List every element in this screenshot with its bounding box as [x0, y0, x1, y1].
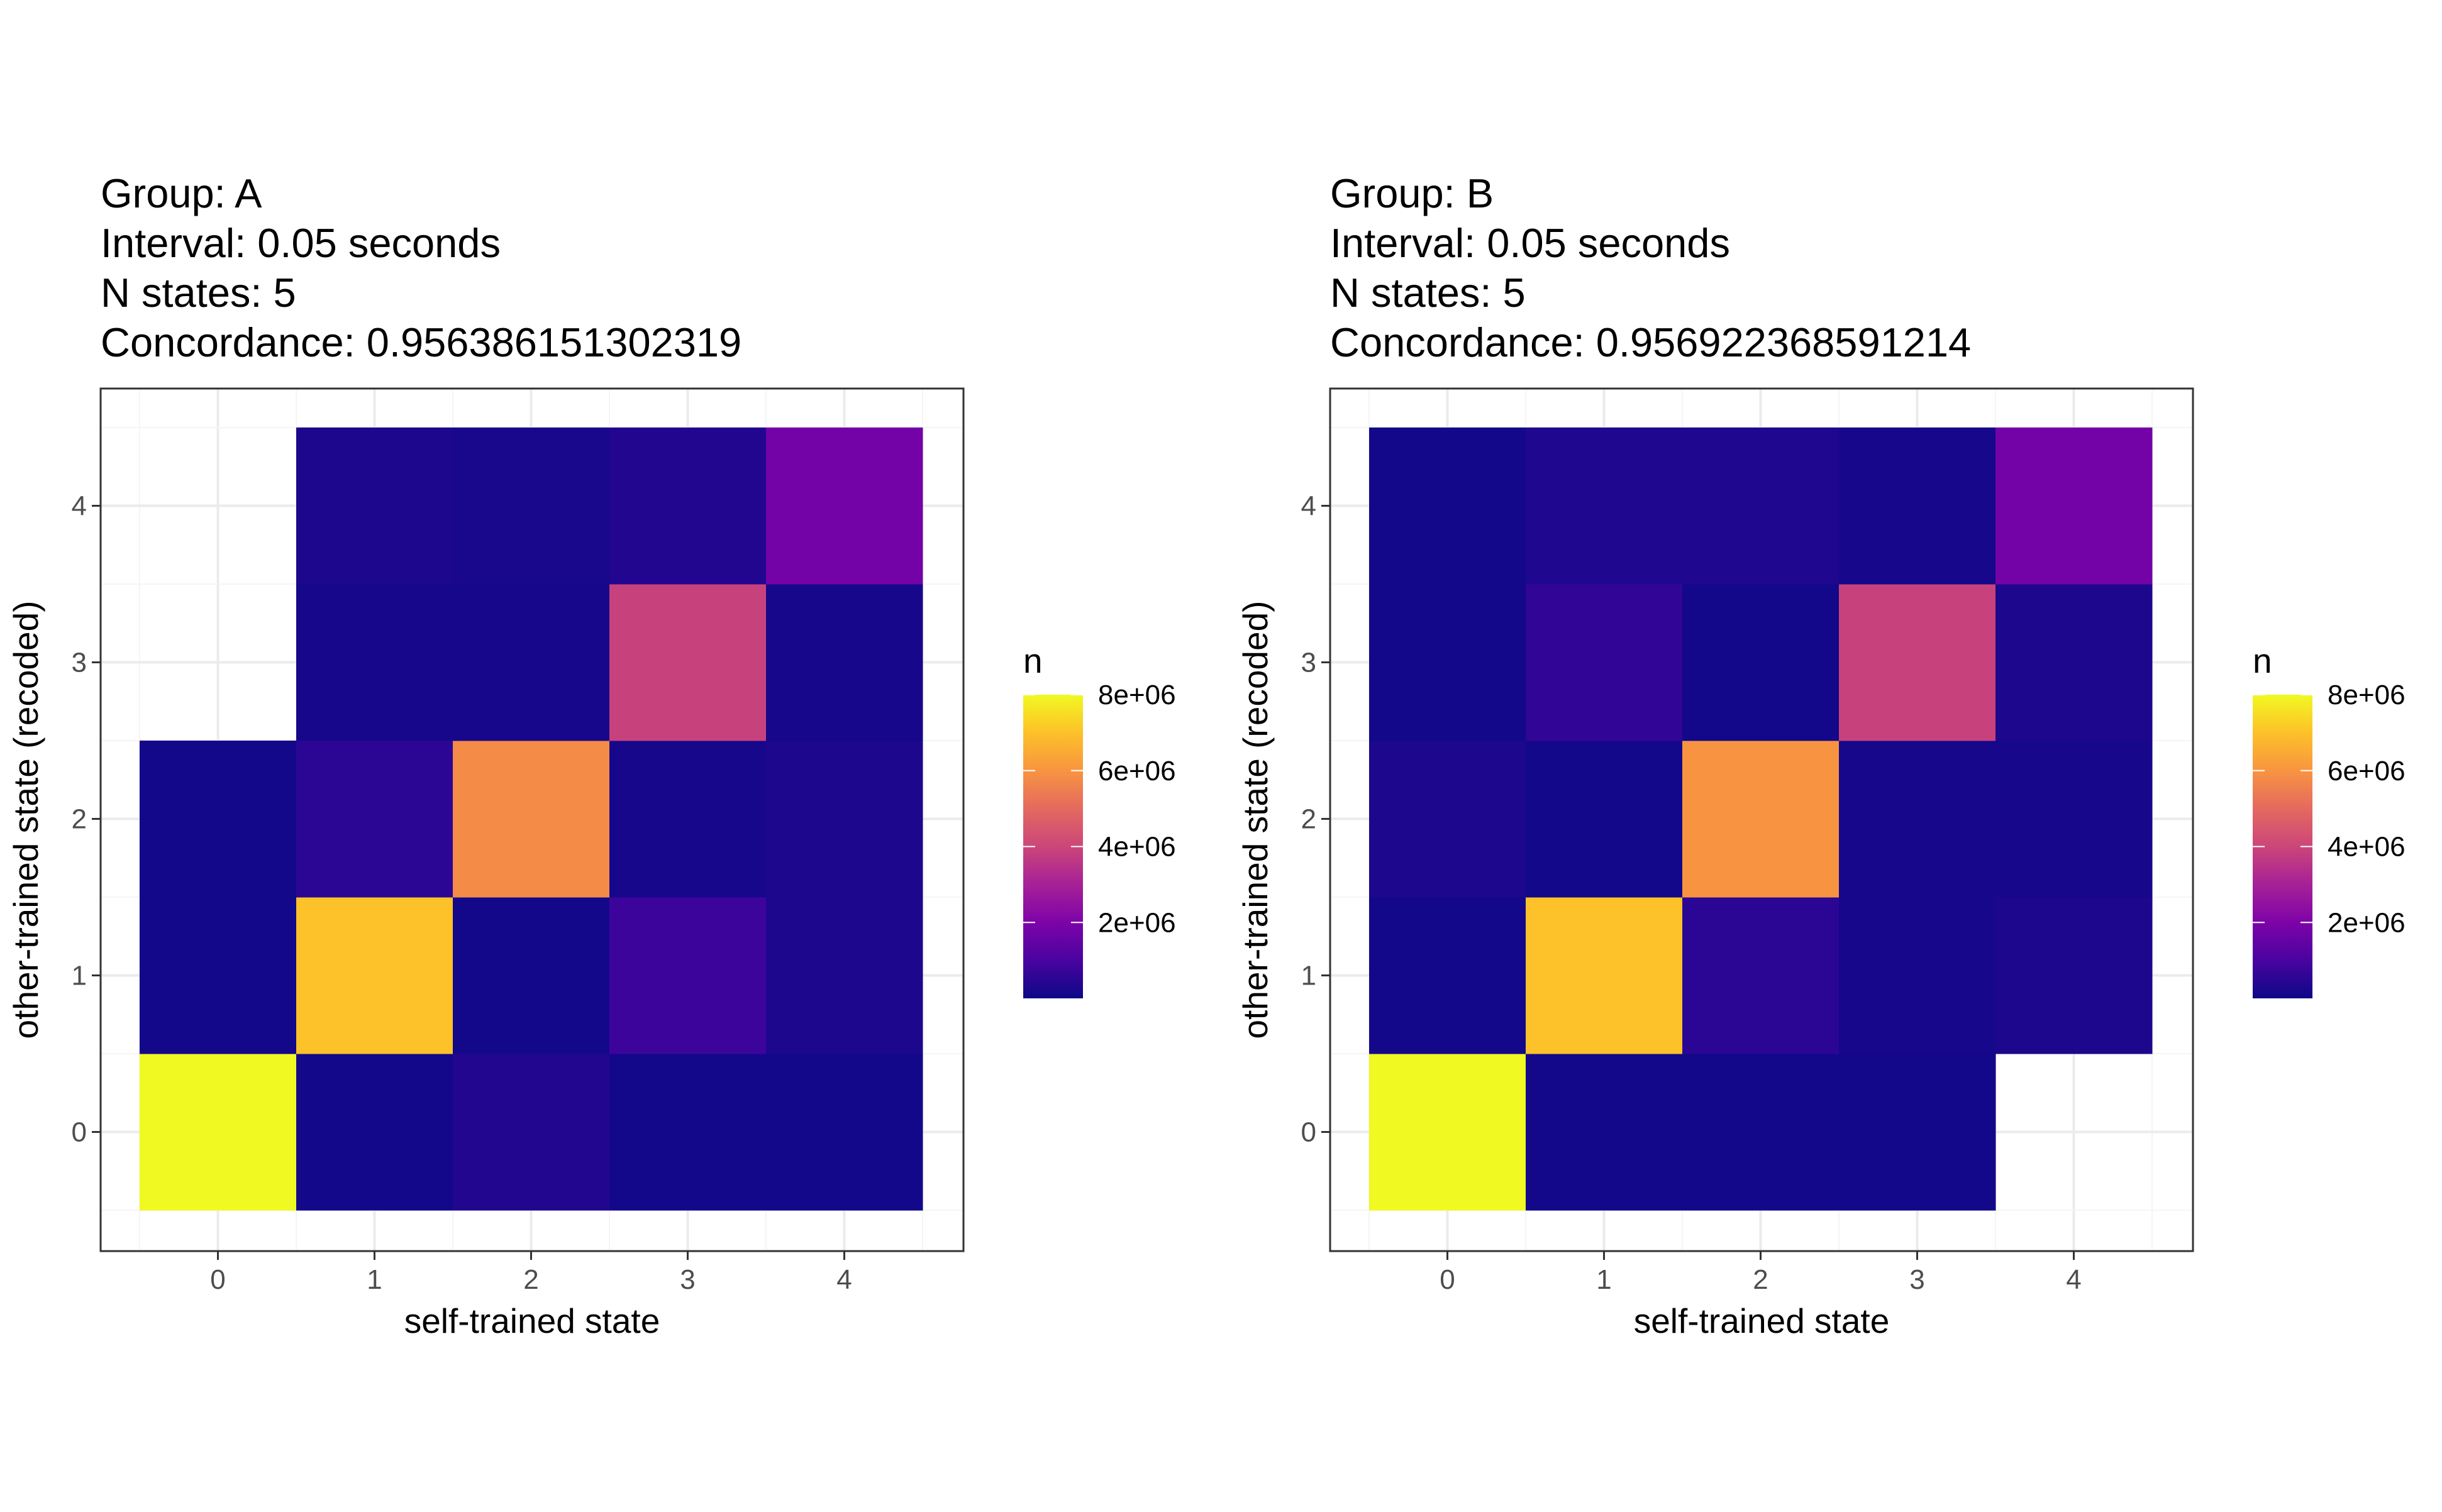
heatmap-cell [140, 1054, 297, 1211]
legend-label: 8e+06 [1098, 680, 1176, 710]
heatmap-cell [453, 428, 610, 585]
heatmap-cell [1682, 741, 1840, 898]
heatmap-cell [1369, 584, 1526, 741]
y-tick-label: 0 [1301, 1117, 1316, 1148]
heatmap-cell [1682, 1054, 1840, 1211]
x-tick-label: 0 [210, 1264, 225, 1295]
x-axis-title: self-trained state [404, 1301, 660, 1340]
x-tick-label: 3 [680, 1264, 695, 1295]
heatmap-cell [1995, 897, 2153, 1054]
y-tick-label: 4 [72, 491, 87, 522]
x-tick-label: 0 [1440, 1264, 1455, 1295]
heatmap-cell [1839, 428, 1996, 585]
chart-title-line: Group: B [1330, 170, 1494, 216]
chart-title-line: Interval: 0.05 seconds [101, 220, 501, 266]
chart-title-line: Concordance: 0.956386151302319 [101, 319, 741, 365]
heatmap-cell [1369, 741, 1526, 898]
heatmap-cell [1682, 897, 1840, 1054]
heatmap-cell [609, 897, 767, 1054]
x-tick-label: 2 [1753, 1264, 1768, 1295]
legend-label: 2e+06 [2328, 907, 2406, 938]
heatmap-cell [453, 897, 610, 1054]
y-axis-title: other-trained state (recoded) [6, 600, 45, 1039]
y-tick-label: 1 [72, 961, 87, 991]
legend-label: 4e+06 [2328, 832, 2406, 863]
heatmap-cell [1369, 428, 1526, 585]
heatmap-cell [1839, 1054, 1996, 1211]
heatmap-cell [1526, 741, 1683, 898]
heatmap-cell [1526, 1054, 1683, 1211]
heatmap-cell [453, 584, 610, 741]
legend-title: n [2253, 641, 2272, 680]
legend-label: 6e+06 [1098, 756, 1176, 786]
heatmap-cell [1995, 428, 2153, 585]
heatmap-cell [766, 897, 923, 1054]
heatmap-cell [609, 584, 767, 741]
heatmap-cell [609, 741, 767, 898]
chart-title-line: N states: 5 [1330, 270, 1526, 316]
x-tick-label: 2 [523, 1264, 538, 1295]
heatmap-cell [1369, 897, 1526, 1054]
heatmap-cell [1526, 584, 1683, 741]
heatmap-cell [1526, 897, 1683, 1054]
y-tick-label: 4 [1301, 491, 1316, 522]
heatmap-cell [1526, 428, 1683, 585]
legend-title: n [1023, 641, 1043, 680]
x-tick-label: 1 [1596, 1264, 1611, 1295]
legend-label: 4e+06 [1098, 832, 1176, 863]
legend-label: 2e+06 [1098, 907, 1176, 938]
heatmap-cell [1682, 584, 1840, 741]
heatmap-cell [766, 1054, 923, 1211]
chart-title-line: Interval: 0.05 seconds [1330, 220, 1730, 266]
x-tick-label: 3 [1909, 1264, 1924, 1295]
y-tick-label: 3 [1301, 648, 1316, 678]
x-tick-label: 1 [367, 1264, 382, 1295]
y-tick-label: 2 [1301, 804, 1316, 835]
y-tick-label: 3 [72, 648, 87, 678]
heatmap-cell [766, 584, 923, 741]
y-tick-label: 2 [72, 804, 87, 835]
heatmap-cell [1682, 428, 1840, 585]
heatmap-cell [1839, 584, 1996, 741]
heatmap-cell [140, 741, 297, 898]
heatmap-cell [140, 897, 297, 1054]
legend-label: 8e+06 [2328, 680, 2406, 710]
heatmap-cell [609, 1054, 767, 1211]
y-tick-label: 0 [72, 1117, 87, 1148]
x-tick-label: 4 [836, 1264, 852, 1295]
heatmap-cell [1995, 584, 2153, 741]
heatmap-cell [1839, 741, 1996, 898]
legend-label: 6e+06 [2328, 756, 2406, 786]
heatmap-cell [453, 741, 610, 898]
heatmap-cell [609, 428, 767, 585]
chart-title-line: Concordance: 0.956922368591214 [1330, 319, 1971, 365]
heatmap-cell [1839, 897, 1996, 1054]
heatmap-cell [296, 428, 453, 585]
x-tick-label: 4 [2066, 1264, 2081, 1295]
heatmap-cell [296, 584, 453, 741]
heatmap-cell [1995, 741, 2153, 898]
y-axis-title: other-trained state (recoded) [1236, 600, 1275, 1039]
heatmap-cell [766, 741, 923, 898]
chart-title-line: Group: A [101, 170, 262, 216]
heatmap-cell [1369, 1054, 1526, 1211]
heatmap-cell [296, 1054, 453, 1211]
heatmap-cell [766, 428, 923, 585]
heatmap-cell [453, 1054, 610, 1211]
x-axis-title: self-trained state [1634, 1301, 1890, 1340]
heatmap-cell [296, 741, 453, 898]
heatmap-cell [296, 897, 453, 1054]
y-tick-label: 1 [1301, 961, 1316, 991]
chart-title-line: N states: 5 [101, 270, 296, 316]
